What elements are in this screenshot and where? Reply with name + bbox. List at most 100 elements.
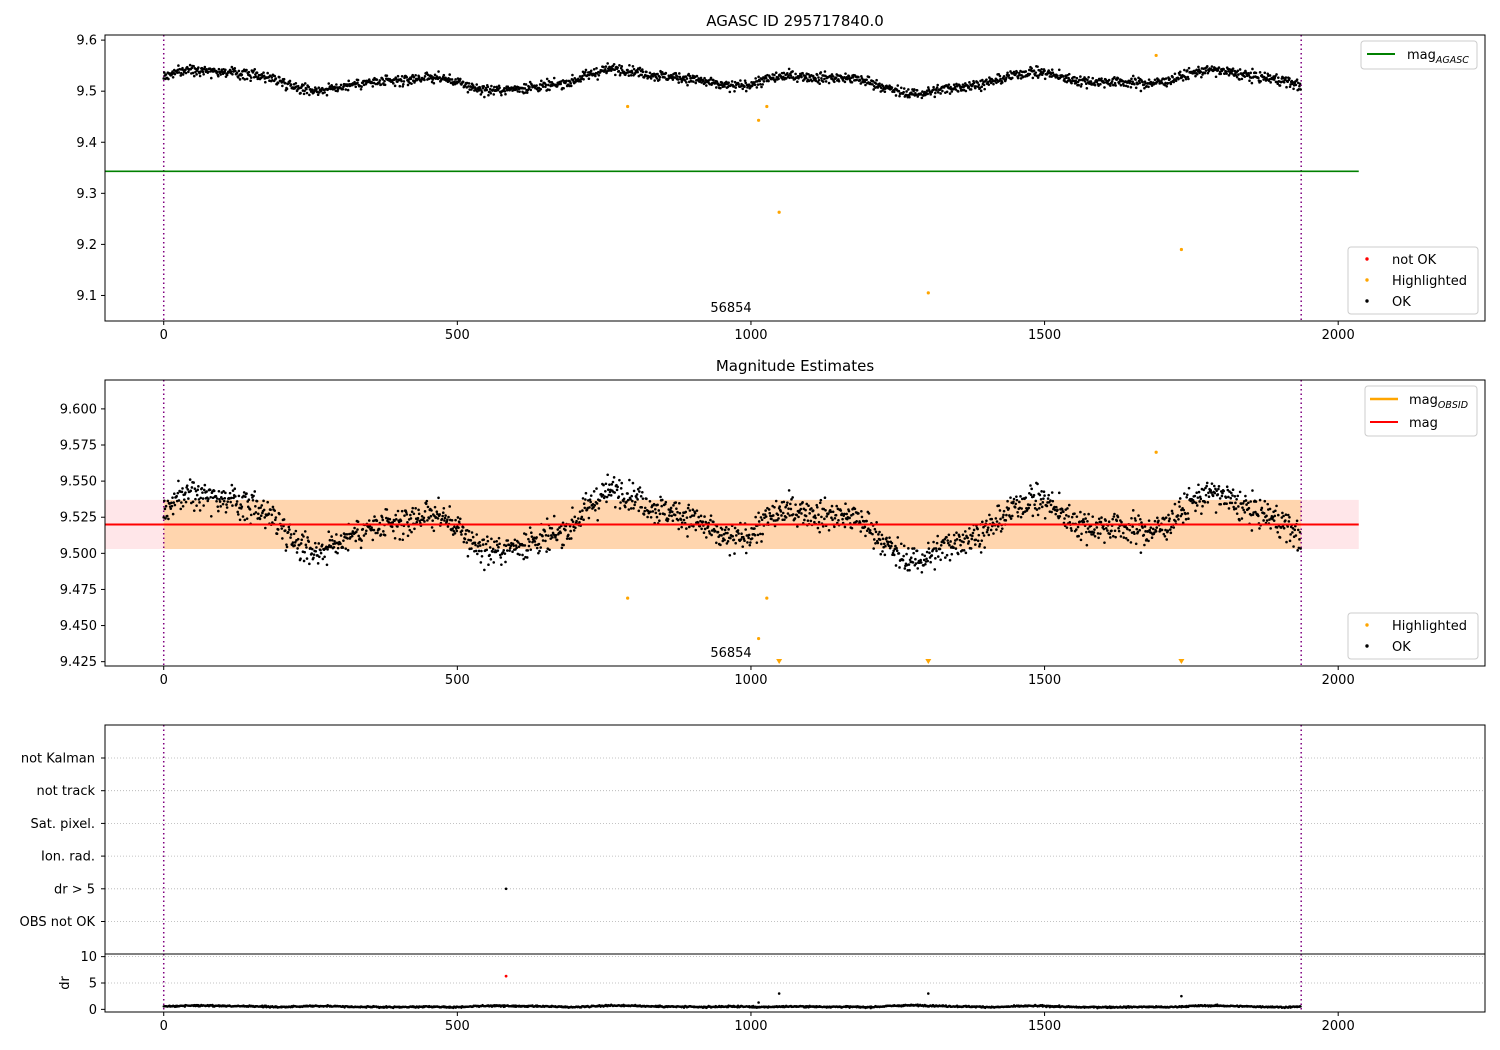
ok-point (254, 75, 258, 79)
ok-point (458, 77, 462, 81)
panel-agasc: AGASC ID 295717840.0 0 500 1000 1500 2000 9.… (76, 12, 1486, 343)
ok-point (1227, 495, 1230, 499)
ok-point (606, 62, 609, 65)
ok-point (574, 526, 577, 530)
ok-point (545, 517, 549, 520)
ok-point (789, 502, 792, 506)
ok-point (485, 535, 489, 538)
ok-point (259, 506, 262, 509)
ok-point (356, 528, 359, 531)
ok-point (1145, 538, 1149, 541)
ok-point (1031, 76, 1035, 80)
ok-point (1249, 71, 1252, 75)
ok-point (1178, 497, 1182, 500)
ok-point (170, 504, 174, 508)
ok-point (1187, 486, 1191, 490)
ok-point (569, 84, 573, 88)
ok-point (336, 551, 339, 555)
ok-point (595, 502, 599, 505)
ok-point (936, 83, 939, 87)
ok-point (701, 520, 705, 524)
ok-point (357, 534, 360, 538)
ok-point (514, 544, 518, 547)
ok-point (635, 493, 639, 496)
ok-point (466, 554, 470, 558)
ok-point (273, 509, 277, 512)
ok-point (1280, 516, 1284, 519)
ok-point (346, 537, 349, 540)
ok-point (896, 84, 900, 87)
ok-point (927, 541, 930, 545)
ok-point (501, 550, 505, 554)
ok-point (206, 499, 210, 503)
ok-point (658, 512, 662, 516)
ok-point (1013, 506, 1017, 509)
ok-point (999, 517, 1002, 521)
ok-point (535, 546, 539, 550)
ok-point (1119, 83, 1123, 87)
ok-point (688, 74, 692, 78)
ok-point (694, 528, 698, 532)
ok-point (1151, 527, 1155, 531)
ok-point (1206, 501, 1210, 504)
ok-point (1002, 509, 1006, 513)
ok-point (716, 530, 720, 534)
ok-point (578, 75, 582, 78)
ok-point (465, 541, 469, 544)
ok-point (571, 73, 574, 77)
ok-point (525, 556, 529, 559)
ok-point (927, 86, 930, 89)
ok-point (897, 89, 901, 93)
plot-background (105, 380, 1485, 666)
ok-point (678, 72, 681, 75)
ok-point (618, 478, 621, 482)
ok-point (926, 92, 930, 96)
ok-point (498, 86, 501, 90)
ok-point (180, 501, 183, 504)
ok-point (850, 526, 854, 530)
ok-point (1016, 76, 1020, 80)
ok-point (1254, 500, 1258, 503)
ok-point (217, 67, 221, 71)
ok-point (455, 529, 459, 533)
ok-point (582, 502, 586, 505)
ok-point (922, 558, 926, 562)
ok-point (696, 521, 700, 524)
ok-point (938, 547, 942, 551)
ok-point (1213, 491, 1217, 495)
ok-point (595, 487, 598, 490)
ok-point (417, 508, 420, 512)
ok-point (193, 487, 197, 490)
x-tick-label: 2000 (1322, 328, 1355, 343)
ok-point (674, 71, 678, 75)
ok-point (370, 526, 373, 529)
ok-point (1047, 493, 1050, 497)
ok-point (619, 71, 622, 75)
ok-point (483, 95, 486, 99)
ok-point (314, 549, 318, 553)
ok-point (827, 529, 831, 532)
ok-point (505, 88, 509, 92)
ok-point (834, 513, 838, 517)
ok-point (548, 88, 551, 92)
ok-point (686, 83, 689, 87)
ok-point (981, 520, 984, 524)
ok-point (1169, 531, 1173, 535)
ok-point (764, 509, 767, 512)
ok-point (618, 507, 622, 510)
ok-point (715, 541, 718, 545)
ok-point (631, 65, 635, 68)
ok-point (895, 546, 898, 550)
ok-point (396, 80, 399, 83)
ok-point (289, 533, 293, 536)
ok-point (433, 505, 437, 509)
ok-point (573, 515, 577, 519)
ok-point (1226, 488, 1230, 492)
ok-point (789, 74, 793, 77)
ok-point (1080, 532, 1083, 536)
ok-point (367, 519, 371, 522)
ok-point (873, 527, 877, 531)
ok-point (528, 526, 532, 529)
ok-point (350, 534, 354, 538)
ok-point (356, 81, 359, 85)
